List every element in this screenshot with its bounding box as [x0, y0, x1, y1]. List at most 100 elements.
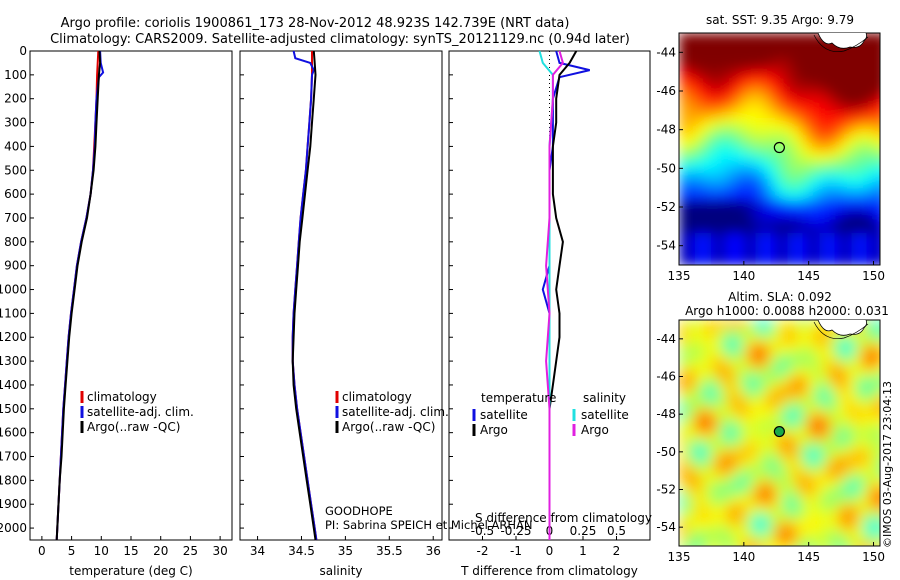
sst-cell	[687, 97, 696, 106]
sla-cell	[703, 320, 712, 329]
sst-cell	[735, 241, 744, 250]
sla-cell	[679, 456, 688, 465]
sla-cell	[783, 368, 792, 377]
sst-cell	[711, 249, 720, 258]
sst-cell	[831, 249, 840, 258]
sla-cell	[831, 528, 840, 537]
sla-cell	[823, 504, 832, 513]
sst-cell	[823, 65, 832, 74]
sla-cell	[791, 480, 800, 489]
sla-cell	[775, 488, 784, 497]
sla-cell	[871, 320, 880, 329]
sla-cell	[799, 352, 808, 361]
sst-cell	[695, 97, 704, 106]
sst-cell	[863, 241, 872, 250]
sla-cell	[863, 440, 872, 449]
sst-cell	[687, 225, 696, 234]
sst-cell	[727, 137, 736, 146]
x-tick-label: 35	[338, 544, 353, 558]
sla-cell	[823, 416, 832, 425]
sla-cell	[727, 520, 736, 529]
sst-cell	[847, 161, 856, 170]
sla-cell	[767, 496, 776, 505]
sla-cell	[815, 376, 824, 385]
sst-cell	[799, 241, 808, 250]
sla-cell	[783, 504, 792, 513]
sla-cell	[855, 344, 864, 353]
sst-cell	[743, 257, 752, 265]
sst-cell	[759, 241, 768, 250]
sst-cell	[831, 81, 840, 90]
sst-cell	[783, 89, 792, 98]
sla-cell	[751, 520, 760, 529]
sst-cell	[719, 241, 728, 250]
sst-cell	[743, 209, 752, 218]
sst-cell	[743, 105, 752, 114]
sla-cell	[735, 400, 744, 409]
sla-cell	[767, 440, 776, 449]
sla-cell	[703, 504, 712, 513]
sla-cell	[751, 392, 760, 401]
sla-cell	[871, 328, 880, 337]
sst-cell	[711, 65, 720, 74]
sst-cell	[711, 233, 720, 242]
sst-cell	[687, 177, 696, 186]
sla-cell	[855, 488, 864, 497]
sla-cell	[823, 400, 832, 409]
sla-map-subtitle: Argo h1000: 0.0088 h2000: 0.031	[685, 304, 889, 318]
sla-cell	[711, 352, 720, 361]
sst-cell	[759, 73, 768, 82]
sst-cell	[847, 97, 856, 106]
sla-cell	[751, 504, 760, 513]
sst-cell	[735, 233, 744, 242]
x-tick-label: 25	[183, 544, 198, 558]
sst-cell	[687, 233, 696, 242]
sla-cell	[767, 352, 776, 361]
sst-cell	[735, 209, 744, 218]
figure-title: Argo profile: coriolis 1900861_173 28-No…	[61, 16, 570, 31]
sst-cell	[687, 153, 696, 162]
y-tick-label: 600	[4, 187, 27, 201]
x-tick-label: 36	[426, 544, 441, 558]
sst-cell	[703, 257, 712, 265]
sla-cell	[871, 512, 880, 521]
sla-cell	[831, 480, 840, 489]
sst-cell	[703, 153, 712, 162]
sla-cell	[743, 376, 752, 385]
sla-cell	[711, 392, 720, 401]
y-tick-label: 500	[4, 163, 27, 177]
sla-cell	[839, 456, 848, 465]
sla-cell	[855, 376, 864, 385]
sla-cell	[783, 472, 792, 481]
sla-cell	[823, 424, 832, 433]
sst-cell	[735, 161, 744, 170]
sla-cell	[847, 440, 856, 449]
sst-cell	[695, 89, 704, 98]
sla-cell	[823, 480, 832, 489]
sst-cell	[863, 177, 872, 186]
sst-cell	[751, 65, 760, 74]
map-y-tick-label: -44	[656, 332, 676, 346]
sst-cell	[767, 105, 776, 114]
sla-cell	[815, 512, 824, 521]
sst-cell	[767, 225, 776, 234]
sst-cell	[695, 185, 704, 194]
sst-cell	[775, 201, 784, 210]
x-tick-label: 5	[68, 544, 76, 558]
sst-cell	[743, 193, 752, 202]
sla-cell	[727, 496, 736, 505]
sst-cell	[735, 201, 744, 210]
sla-cell	[767, 432, 776, 441]
sst-cell	[751, 185, 760, 194]
sst-cell	[711, 177, 720, 186]
sla-cell	[767, 320, 776, 329]
sst-cell	[871, 209, 880, 218]
sla-cell	[799, 496, 808, 505]
sla-cell	[767, 424, 776, 433]
sst-cell	[855, 201, 864, 210]
series-line-argo-raw-qc-	[291, 50, 317, 541]
sst-heatmap	[679, 33, 880, 265]
sla-cell	[711, 496, 720, 505]
sla-cell	[687, 360, 696, 369]
sst-cell	[855, 73, 864, 82]
